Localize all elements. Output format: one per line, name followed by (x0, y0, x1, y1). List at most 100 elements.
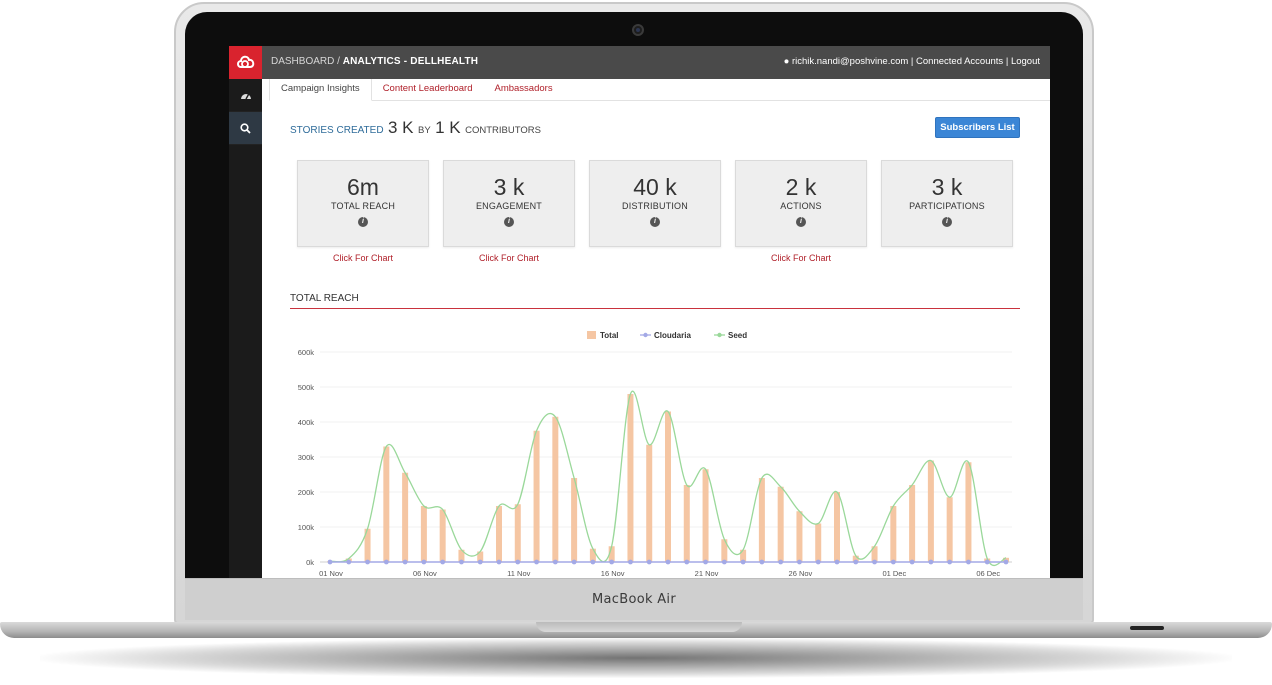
user-email[interactable]: richik.nandi@poshvine.com (791, 56, 909, 67)
info-icon[interactable]: i (942, 217, 952, 227)
laptop-port (1130, 626, 1164, 630)
bar (589, 548, 596, 562)
cloudaria-point (778, 559, 784, 565)
cloudaria-point (759, 559, 765, 565)
cloudaria-point (402, 559, 408, 565)
tab-campaign-insights[interactable]: Campaign Insights (269, 79, 372, 101)
cloudaria-point (909, 559, 915, 565)
stories-count: 3 K (388, 118, 414, 137)
bar (834, 492, 840, 562)
bar (665, 411, 671, 562)
cloudaria-point (721, 559, 727, 565)
cloudaria-point (365, 559, 370, 565)
cloudaria-point (459, 559, 464, 565)
cloudaria-point (684, 559, 690, 565)
y-tick-label: 200k (298, 488, 315, 497)
kpi-value: 2 k (785, 174, 817, 200)
bar (796, 511, 803, 562)
cloudaria-point (703, 559, 708, 565)
separator: | (1005, 56, 1009, 67)
tab-ambassadors[interactable]: Ambassadors (494, 83, 553, 94)
cloudaria-point (797, 559, 802, 565)
app-screen: DASHBOARD / ANALYTICS - DELLHEALTH ● ric… (229, 46, 1050, 578)
legend-label: Seed (728, 331, 747, 340)
cloudaria-point (383, 559, 389, 565)
cloudaria-point (966, 559, 971, 565)
bar (815, 523, 822, 562)
bar (646, 444, 653, 562)
cloudaria-point (628, 559, 633, 565)
legend-label: Cloudaria (654, 331, 691, 340)
tab-bar: Campaign Insights Content Leaderboard Am… (269, 79, 1050, 101)
y-tick-label: 300k (298, 453, 315, 462)
bar (890, 506, 897, 562)
bar (909, 485, 916, 562)
logout-link[interactable]: Logout (1010, 56, 1040, 67)
kpi-card-distribution: 40 k DISTRIBUTION i (589, 160, 721, 247)
info-icon[interactable]: i (504, 217, 514, 227)
x-tick-label: 21 Nov (695, 569, 719, 578)
breadcrumb-root[interactable]: DASHBOARD / (271, 56, 340, 67)
legend-swatch (717, 332, 722, 338)
sidebar-item-dashboard[interactable] (229, 79, 262, 112)
info-icon[interactable]: i (358, 217, 368, 227)
cloudaria-point (421, 559, 427, 565)
y-tick-label: 500k (298, 383, 315, 392)
click-for-chart-link[interactable]: Click For Chart (332, 253, 393, 263)
kpi-value: 3 k (931, 174, 963, 200)
search-icon (240, 122, 251, 134)
cloudaria-point (571, 559, 577, 565)
cloudaria-point (890, 559, 896, 565)
bar (627, 394, 634, 562)
kpi-card-participations: 3 k PARTICIPATIONS i (881, 160, 1013, 247)
kpi-label: PARTICIPATIONS (909, 201, 985, 211)
cloudaria-point (834, 559, 840, 565)
sidebar-item-search[interactable] (229, 112, 262, 145)
cloudaria-point (740, 559, 746, 565)
cloudaria-point (853, 559, 859, 565)
click-for-chart-link[interactable]: Click For Chart (770, 253, 831, 263)
bar (758, 478, 765, 562)
cloudaria-point (872, 559, 877, 565)
cloudaria-point (327, 559, 333, 565)
user-menu: ● richik.nandi@poshvine.com | Connected … (784, 56, 1040, 67)
y-tick-label: 400k (298, 418, 315, 427)
cloudaria-point (477, 559, 483, 565)
bar (552, 416, 559, 562)
cloudaria-point (440, 559, 446, 565)
bar (608, 546, 615, 562)
separator: | (910, 56, 914, 67)
webcam (632, 24, 644, 36)
cloudaria-point (646, 559, 652, 565)
cloudaria-point (947, 559, 953, 565)
cloudaria-point (609, 559, 615, 565)
bar (965, 462, 972, 562)
cloudaria-point (534, 559, 539, 565)
cloudaria-point (552, 559, 558, 565)
click-for-chart-link[interactable]: Click For Chart (478, 253, 539, 263)
stories-by: BY (417, 125, 431, 136)
x-tick-label: 16 Nov (601, 569, 625, 578)
cloudaria-point (590, 559, 596, 565)
legend-label: Total (600, 331, 619, 340)
breadcrumb-current: ANALYTICS - DELLHEALTH (342, 56, 479, 67)
bar (871, 546, 878, 562)
y-tick-label: 600k (298, 348, 315, 357)
stories-prefix: STORIES CREATED (290, 125, 384, 136)
connected-accounts-link[interactable]: Connected Accounts (916, 56, 1004, 67)
info-icon[interactable]: i (796, 217, 806, 227)
x-tick-label: 26 Nov (789, 569, 813, 578)
info-icon[interactable]: i (650, 217, 660, 227)
sidebar (229, 79, 262, 578)
tab-content-leaderboard[interactable]: Content Leaderboard (382, 83, 473, 94)
stories-summary: STORIES CREATED 3 K BY 1 K CONTRIBUTORS (290, 118, 541, 138)
subscribers-list-button[interactable]: Subscribers List (935, 117, 1020, 138)
kpi-card-engagement: 3 k ENGAGEMENT i (443, 160, 575, 247)
bar (683, 485, 690, 562)
brand-logo[interactable] (229, 46, 262, 79)
kpi-value: 40 k (633, 174, 677, 200)
bar (702, 469, 709, 562)
kpi-label: TOTAL REACH (330, 201, 396, 211)
bar (383, 446, 390, 562)
kpi-value: 6m (347, 174, 379, 200)
